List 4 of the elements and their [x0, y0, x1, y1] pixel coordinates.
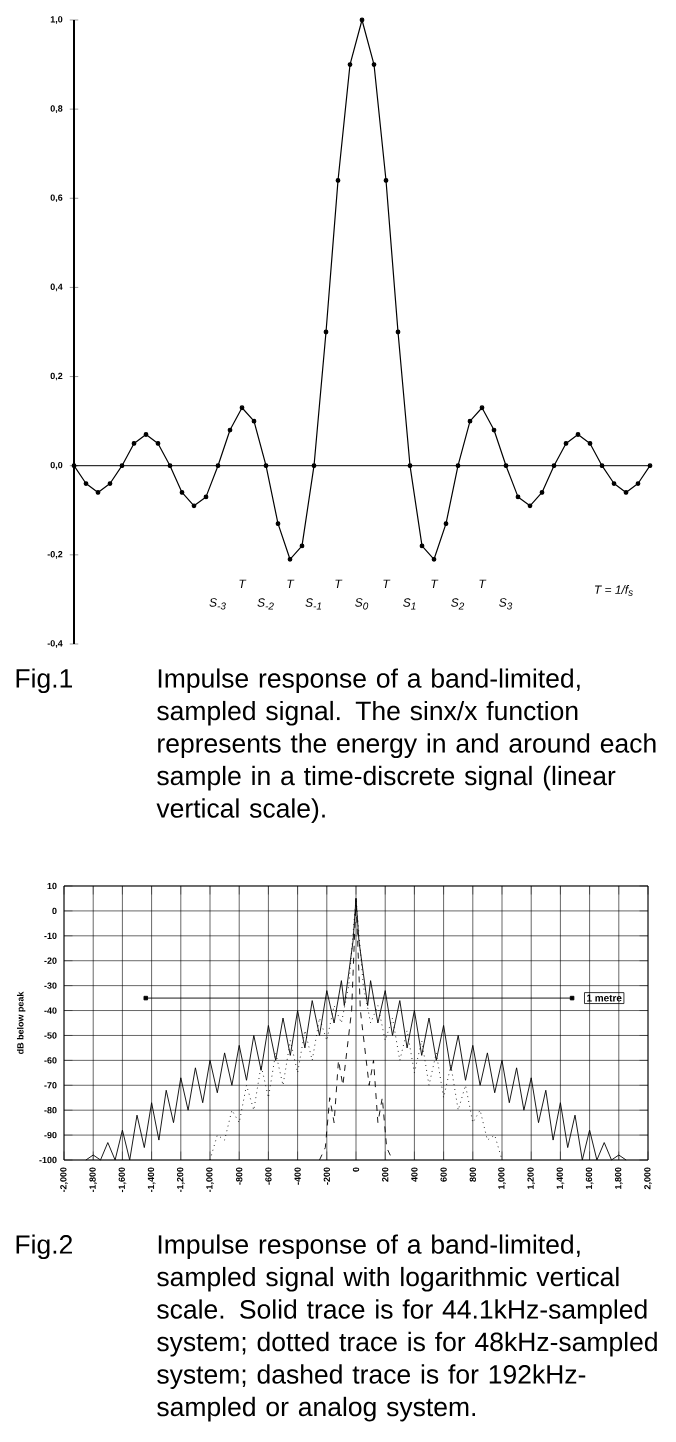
- text: Impulse response of a band-limited, sampled signal with logarithmic vertical scale. Solid trace is for 44.1kHz-sampled system; dotted trace is for 48kHz-sampled system; dashed trace is for 192kHz-sampled or analog system.: [157, 1234, 657, 1422]
- text: Impulse response of a band-limited, sampled signal. The sinx/x function represents the energy in and around each sample in a time-discrete signal (linear vertical scale).: [156, 668, 656, 823]
- caption: Fig.1: [16, 668, 73, 694]
- caption: Fig.2: [16, 1234, 72, 1260]
